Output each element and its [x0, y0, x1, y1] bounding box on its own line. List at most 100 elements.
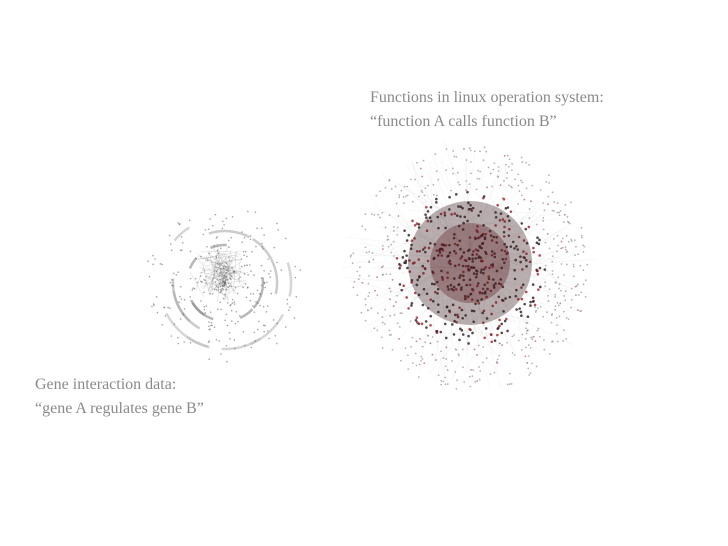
- node: [534, 306, 536, 308]
- node: [535, 365, 538, 368]
- node: [484, 232, 487, 236]
- node: [229, 277, 231, 279]
- node: [361, 225, 364, 228]
- node: [481, 291, 484, 295]
- edge: [205, 262, 227, 267]
- edge: [451, 301, 486, 380]
- node: [467, 342, 470, 345]
- node: [508, 158, 511, 161]
- node: [563, 329, 565, 332]
- node: [425, 229, 429, 233]
- node: [465, 283, 469, 287]
- node: [429, 242, 432, 245]
- edge: [464, 229, 485, 254]
- edge: [199, 267, 215, 272]
- node: [373, 327, 376, 330]
- node: [445, 169, 448, 172]
- node: [491, 278, 495, 281]
- edge: [536, 257, 570, 298]
- edge: [466, 272, 469, 374]
- node: [218, 340, 221, 342]
- node: [424, 187, 427, 190]
- edge: [199, 271, 226, 278]
- edge: [476, 228, 482, 253]
- node: [189, 341, 192, 344]
- node: [444, 226, 447, 230]
- arc: [249, 313, 285, 346]
- node: [493, 371, 496, 374]
- node: [500, 266, 503, 270]
- node: [289, 306, 291, 309]
- edge: [482, 289, 526, 315]
- node: [517, 173, 520, 176]
- edge: [533, 244, 594, 266]
- edge: [494, 293, 501, 315]
- edge: [202, 252, 224, 291]
- edge: [359, 242, 464, 265]
- node: [401, 256, 405, 259]
- edge: [436, 291, 441, 306]
- edge: [435, 256, 449, 277]
- node: [521, 283, 525, 287]
- node: [499, 184, 502, 187]
- node: [387, 245, 390, 248]
- node: [426, 259, 430, 263]
- node: [516, 248, 519, 251]
- edge: [480, 170, 483, 246]
- node: [249, 235, 252, 237]
- node: [358, 266, 361, 269]
- node: [446, 369, 449, 371]
- node: [531, 184, 534, 187]
- node: [494, 224, 497, 227]
- node: [376, 276, 378, 279]
- node: [295, 295, 298, 298]
- node: [219, 279, 222, 281]
- node: [497, 170, 500, 172]
- node: [531, 338, 534, 341]
- node: [382, 265, 384, 268]
- node: [209, 328, 211, 330]
- node: [225, 313, 228, 316]
- node: [473, 348, 476, 351]
- node: [398, 194, 401, 197]
- node: [477, 301, 481, 305]
- node: [152, 254, 154, 257]
- node: [234, 322, 237, 325]
- node: [435, 280, 439, 284]
- node: [456, 315, 460, 319]
- node: [213, 288, 216, 291]
- edge: [437, 178, 465, 261]
- node: [459, 327, 462, 331]
- node: [353, 280, 356, 283]
- node: [361, 281, 364, 284]
- node: [203, 269, 206, 271]
- node: [472, 320, 476, 324]
- node: [582, 283, 585, 286]
- node: [479, 170, 482, 173]
- node: [225, 275, 228, 278]
- edge: [210, 263, 226, 284]
- node: [206, 245, 208, 248]
- node: [543, 339, 545, 341]
- edge: [465, 150, 471, 266]
- node: [400, 288, 404, 292]
- node: [440, 276, 444, 279]
- node: [418, 249, 422, 253]
- node: [492, 284, 496, 287]
- node: [538, 238, 541, 242]
- node: [582, 244, 584, 247]
- node: [565, 234, 568, 237]
- edge: [513, 283, 536, 356]
- node: [216, 236, 219, 238]
- node: [459, 288, 463, 291]
- node: [505, 177, 508, 179]
- node: [567, 318, 570, 321]
- node: [483, 283, 487, 287]
- node: [525, 187, 528, 190]
- node: [485, 295, 488, 299]
- node: [452, 236, 456, 240]
- node: [453, 264, 457, 268]
- node: [231, 216, 234, 218]
- node: [502, 197, 506, 201]
- node: [217, 308, 219, 310]
